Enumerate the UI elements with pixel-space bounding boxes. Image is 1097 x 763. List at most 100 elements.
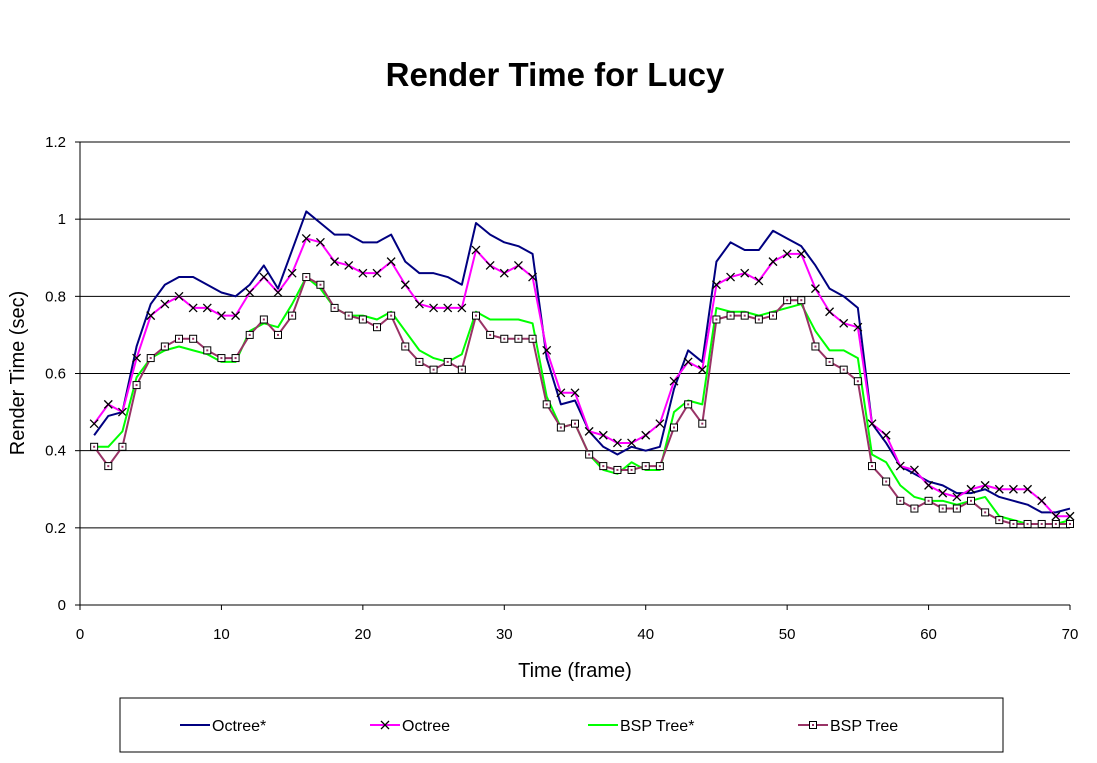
y-axis-title: Render Time (sec) bbox=[7, 291, 29, 456]
legend-label: BSP Tree* bbox=[620, 718, 694, 735]
data-point bbox=[697, 365, 707, 375]
data-point bbox=[117, 407, 127, 417]
data-point bbox=[146, 311, 156, 321]
x-tick-label: 50 bbox=[779, 626, 796, 643]
data-point bbox=[740, 268, 750, 278]
data-point bbox=[896, 496, 905, 505]
data-point bbox=[486, 330, 495, 339]
data-point bbox=[627, 438, 637, 448]
legend-box bbox=[119, 697, 1004, 753]
data-point bbox=[769, 311, 777, 320]
data-point bbox=[825, 357, 834, 366]
data-point bbox=[684, 400, 693, 409]
data-point bbox=[429, 365, 438, 374]
data-point bbox=[202, 303, 212, 313]
legend-marker bbox=[380, 720, 390, 730]
data-point bbox=[995, 516, 1004, 525]
legend-item: Octree bbox=[370, 718, 450, 735]
data-point bbox=[670, 423, 678, 432]
x-tick-label: 60 bbox=[920, 626, 937, 643]
data-point bbox=[881, 430, 891, 440]
data-point bbox=[315, 237, 325, 247]
data-point bbox=[457, 303, 467, 313]
data-point bbox=[231, 354, 240, 363]
data-point bbox=[967, 496, 975, 505]
data-point bbox=[231, 311, 241, 321]
data-point bbox=[118, 442, 127, 451]
data-point bbox=[754, 276, 764, 286]
legend-item: Octree* bbox=[180, 718, 266, 735]
y-tick-label: 0.8 bbox=[45, 288, 66, 305]
data-point bbox=[344, 261, 354, 270]
data-point bbox=[655, 419, 665, 429]
data-point bbox=[174, 291, 184, 301]
data-point bbox=[924, 480, 934, 490]
data-point bbox=[288, 311, 297, 320]
data-point bbox=[316, 280, 325, 289]
data-point bbox=[910, 504, 919, 513]
data-point bbox=[641, 430, 651, 440]
x-tick-label: 70 bbox=[1062, 626, 1079, 643]
data-point bbox=[132, 353, 142, 363]
legend-item: BSP Tree* bbox=[588, 718, 694, 735]
data-point bbox=[783, 296, 792, 305]
data-point bbox=[443, 303, 453, 313]
data-point bbox=[542, 345, 552, 355]
data-point bbox=[796, 249, 806, 259]
data-point bbox=[584, 426, 594, 436]
data-point bbox=[245, 288, 255, 297]
data-point bbox=[627, 465, 636, 474]
data-point bbox=[599, 462, 608, 471]
data-point bbox=[966, 484, 976, 494]
data-point bbox=[882, 477, 891, 486]
data-point bbox=[598, 430, 608, 440]
data-point bbox=[160, 299, 170, 309]
x-tick-label: 40 bbox=[637, 626, 654, 643]
data-point bbox=[895, 461, 905, 471]
data-point bbox=[1051, 511, 1061, 521]
data-point bbox=[429, 303, 439, 313]
data-point bbox=[542, 400, 551, 409]
data-point bbox=[472, 311, 480, 320]
data-point bbox=[287, 268, 297, 278]
data-point bbox=[103, 399, 113, 409]
data-point bbox=[712, 315, 721, 324]
data-point bbox=[414, 299, 424, 309]
data-point bbox=[301, 233, 311, 243]
x-tick-label: 20 bbox=[355, 626, 372, 643]
data-point bbox=[839, 365, 848, 374]
chart-title: Render Time for Lucy bbox=[385, 56, 725, 93]
data-point bbox=[571, 419, 579, 428]
data-point bbox=[556, 423, 565, 432]
data-point bbox=[994, 484, 1004, 494]
data-point bbox=[797, 296, 806, 305]
data-point bbox=[457, 365, 466, 374]
data-point bbox=[373, 323, 381, 332]
data-point bbox=[782, 249, 792, 259]
data-point bbox=[302, 273, 311, 282]
y-tick-label: 0.4 bbox=[45, 443, 66, 460]
data-point bbox=[401, 342, 410, 351]
data-point bbox=[853, 322, 863, 332]
legend: Octree* Octree BSP Tree* BSP Tree bbox=[119, 697, 1004, 753]
data-point bbox=[499, 268, 509, 278]
data-point bbox=[188, 303, 198, 313]
data-point bbox=[245, 330, 254, 339]
data-point bbox=[513, 261, 523, 270]
data-point bbox=[372, 268, 382, 278]
data-point bbox=[400, 280, 410, 290]
data-point bbox=[528, 272, 538, 282]
data-point bbox=[570, 388, 580, 398]
data-point bbox=[980, 480, 990, 490]
legend-item: BSP Tree bbox=[798, 718, 898, 735]
data-point bbox=[146, 354, 155, 363]
data-point bbox=[938, 488, 948, 498]
data-point bbox=[528, 334, 537, 343]
data-point bbox=[1065, 511, 1075, 521]
data-point bbox=[274, 330, 282, 339]
data-point bbox=[514, 334, 523, 343]
x-tick-label: 30 bbox=[496, 626, 513, 643]
series-line bbox=[93, 210, 1071, 514]
data-point bbox=[612, 438, 622, 448]
